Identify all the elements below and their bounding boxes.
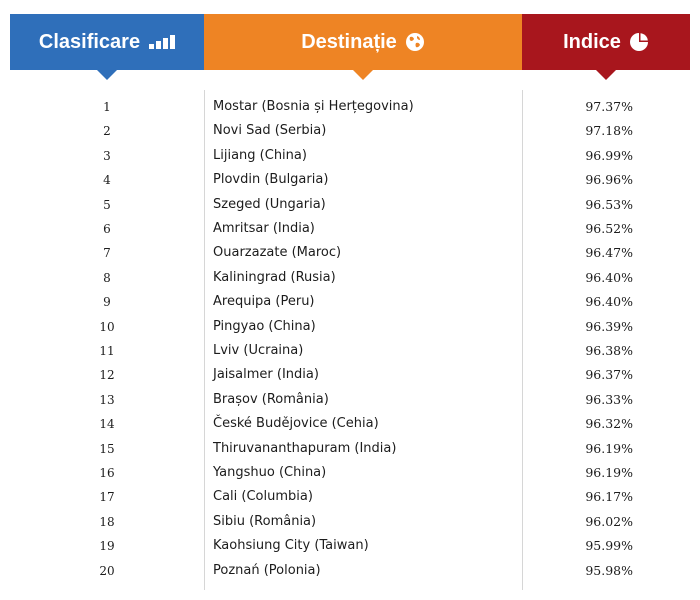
rank-cell: 7 <box>103 246 111 261</box>
table-row: 19 Kaohsiung City (Taiwan) 95.99% <box>10 534 690 558</box>
destination-header-label: Destinație <box>301 30 397 53</box>
table-row: 13 Brașov (România) 96.33% <box>10 388 690 412</box>
destination-cell: Szeged (Ungaria) <box>213 196 326 212</box>
index-cell: 96.47% <box>585 245 633 261</box>
table-row: 10 Pingyao (China) 96.39% <box>10 315 690 339</box>
destination-cell: Lviv (Ucraina) <box>213 343 304 358</box>
destination-cell: Mostar (Bosnia și Herțegovina) <box>213 99 414 114</box>
destination-cell: Arequipa (Peru) <box>213 294 315 310</box>
index-header-pointer <box>595 69 617 80</box>
destination-cell: Lijiang (China) <box>213 147 307 163</box>
table-row: 17 Cali (Columbia) 96.17% <box>10 485 690 509</box>
destination-column-header: Destinație <box>204 14 522 80</box>
index-cell: 96.32% <box>585 416 633 432</box>
rank-cell: 5 <box>103 197 111 212</box>
index-cell: 96.17% <box>585 489 633 505</box>
index-cell: 95.99% <box>585 538 633 554</box>
index-cell: 96.02% <box>585 513 633 529</box>
table-row: 7 Ouarzazate (Maroc) 96.47% <box>10 241 690 265</box>
index-cell: 96.40% <box>585 294 633 310</box>
globe-icon <box>405 33 424 51</box>
rank-cell: 4 <box>103 173 111 188</box>
column-divider <box>204 90 205 590</box>
rank-cell: 11 <box>99 344 115 358</box>
table-header: Clasificare Destinație Indice <box>10 14 690 80</box>
rank-cell: 2 <box>103 124 111 139</box>
table-row: 18 Sibiu (România) 96.02% <box>10 510 690 534</box>
rank-cell: 18 <box>99 514 115 529</box>
rank-cell: 17 <box>99 490 115 505</box>
index-cell: 97.37% <box>585 99 633 114</box>
destination-cell: Kaohsiung City (Taiwan) <box>213 538 369 554</box>
rank-cell: 14 <box>99 417 115 432</box>
index-header-label: Indice <box>563 30 621 53</box>
index-cell: 96.19% <box>585 465 633 480</box>
index-cell: 96.38% <box>585 343 633 358</box>
index-cell: 96.33% <box>585 391 633 407</box>
index-cell: 96.39% <box>585 318 633 334</box>
rank-cell: 3 <box>103 148 111 163</box>
table-row: 20 Poznań (Polonia) 95.98% <box>10 559 690 583</box>
destination-cell: Amritsar (India) <box>213 221 315 236</box>
ranking-table: 1 Mostar (Bosnia și Herțegovina) 97.37% 2 No… <box>10 90 690 590</box>
destination-cell: Jaisalmer (India) <box>213 367 319 383</box>
destination-cell: Sibiu (România) <box>213 513 317 529</box>
index-cell: 96.52% <box>585 221 633 236</box>
index-cell: 96.37% <box>585 367 633 383</box>
destination-cell: Pingyao (China) <box>213 318 316 334</box>
table-row: 14 České Budějovice (Cehia) 96.32% <box>10 412 690 436</box>
rank-cell: 1 <box>103 100 111 114</box>
rank-cell: 12 <box>99 368 115 383</box>
pie-chart-icon <box>629 33 648 51</box>
destination-header-pointer <box>352 69 374 80</box>
index-cell: 96.96% <box>585 172 633 188</box>
destination-cell: České Budějovice (Cehia) <box>213 416 379 432</box>
rank-cell: 8 <box>103 270 111 285</box>
rank-cell: 15 <box>99 441 115 456</box>
rank-cell: 16 <box>99 466 115 480</box>
table-row: 4 Plovdin (Bulgaria) 96.96% <box>10 168 690 192</box>
rank-cell: 20 <box>99 563 115 578</box>
destination-cell: Novi Sad (Serbia) <box>213 123 327 139</box>
rank-column-header: Clasificare <box>10 14 204 80</box>
index-cell: 96.19% <box>585 440 633 456</box>
table-row: 9 Arequipa (Peru) 96.40% <box>10 290 690 314</box>
column-divider <box>522 90 523 590</box>
rank-cell: 19 <box>99 539 115 554</box>
rank-header-pointer <box>96 69 118 80</box>
table-row: 1 Mostar (Bosnia și Herțegovina) 97.37% <box>10 95 690 119</box>
bar-chart-icon <box>149 35 176 49</box>
table-row: 11 Lviv (Ucraina) 96.38% <box>10 339 690 363</box>
destination-cell: Cali (Columbia) <box>213 489 313 505</box>
destination-cell: Ouarzazate (Maroc) <box>213 245 342 261</box>
destination-cell: Kaliningrad (Rusia) <box>213 269 336 285</box>
table-row: 6 Amritsar (India) 96.52% <box>10 217 690 241</box>
index-cell: 95.98% <box>585 562 633 578</box>
rank-cell: 10 <box>99 319 115 334</box>
destination-cell: Thiruvananthapuram (India) <box>213 440 397 456</box>
table-row: 15 Thiruvananthapuram (India) 96.19% <box>10 437 690 461</box>
table-row: 5 Szeged (Ungaria) 96.53% <box>10 193 690 217</box>
rank-cell: 13 <box>99 392 115 407</box>
table-row: 12 Jaisalmer (India) 96.37% <box>10 363 690 387</box>
destination-cell: Plovdin (Bulgaria) <box>213 172 329 188</box>
index-cell: 97.18% <box>585 123 633 139</box>
rank-cell: 9 <box>103 295 111 310</box>
table-row: 16 Yangshuo (China) 96.19% <box>10 461 690 485</box>
index-cell: 96.53% <box>585 196 633 212</box>
destination-cell: Brașov (România) <box>213 391 329 407</box>
table-row: 2 Novi Sad (Serbia) 97.18% <box>10 119 690 143</box>
index-cell: 96.40% <box>585 269 633 285</box>
destination-cell: Yangshuo (China) <box>213 465 327 480</box>
rank-cell: 6 <box>103 222 111 236</box>
index-cell: 96.99% <box>585 147 633 163</box>
table-row: 3 Lijiang (China) 96.99% <box>10 144 690 168</box>
index-column-header: Indice <box>522 14 690 80</box>
table-row: 8 Kaliningrad (Rusia) 96.40% <box>10 266 690 290</box>
destination-cell: Poznań (Polonia) <box>213 562 321 578</box>
rank-header-label: Clasificare <box>38 30 141 53</box>
